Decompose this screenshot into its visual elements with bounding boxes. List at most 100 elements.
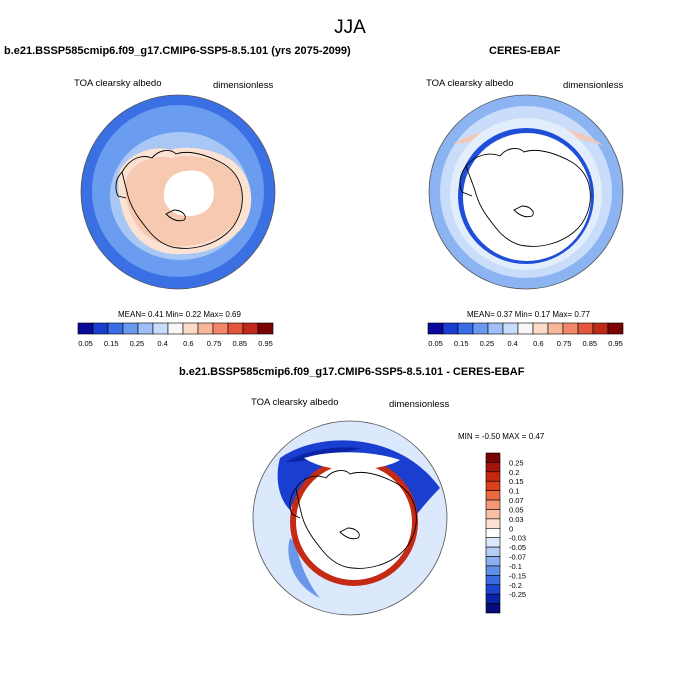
obs-map-border — [428, 94, 624, 290]
model-coastline — [121, 150, 243, 249]
model-colorbar-box — [257, 322, 274, 335]
model-panel-title: b.e21.BSSP585cmip6.f09_g17.CMIP6-SSP5-8.… — [4, 45, 351, 57]
obs-peninsula-coast — [459, 165, 473, 197]
model-colorbar-tick-label: 0.4 — [157, 339, 167, 348]
diff-colorbar-tick-label: -0.2 — [509, 581, 522, 590]
obs-colorbar-tick-label: 0.85 — [582, 339, 597, 348]
model-colorbar-tick-label: 0.15 — [104, 339, 119, 348]
obs-polar-night-missing — [463, 133, 591, 261]
model-colorbar-box — [152, 322, 169, 335]
diff-colorbar-box — [485, 509, 501, 520]
diff-coastline — [295, 470, 417, 569]
model-colorbar-tick-label: 0.85 — [232, 339, 247, 348]
model-stats-text: MEAN= 0.41 Min= 0.22 Max= 0.69 — [118, 310, 241, 319]
diff-colorbar-tick-label: -0.07 — [509, 553, 526, 562]
obs-colorbar: 0.05 0.15 0.25 0.4 0.6 0.75 0.85 0.95 — [427, 322, 624, 348]
model-colorbar: 0.05 0.15 0.25 0.4 0.6 0.75 0.85 0.95 — [77, 322, 274, 348]
obs-colorbar-box — [487, 322, 504, 335]
diff-colorbar-box — [485, 527, 501, 539]
model-colorbar-box — [137, 322, 154, 335]
model-colorbar-box — [92, 322, 109, 335]
diff-colorbar-tick-label: -0.15 — [509, 571, 526, 580]
obs-colorbar-tick-label: 0.75 — [557, 339, 572, 348]
diff-colorbar-tick-label: -0.03 — [509, 534, 526, 543]
model-colorbar-tick-label: 0.75 — [207, 339, 222, 348]
obs-colorbar-tick-label: 0.25 — [480, 339, 495, 348]
diff-colorbar-box — [485, 499, 501, 510]
diff-colorbar-box — [485, 556, 501, 567]
model-colorbar-tick-label: 0.05 — [78, 339, 93, 348]
diff-colorbar-tick-label: 0.15 — [509, 477, 524, 486]
obs-colorbar-box — [457, 322, 474, 335]
obs-colorbar-tick-label: 0.4 — [507, 339, 517, 348]
obs-colorbar-box — [442, 322, 459, 335]
model-peninsula-coast — [115, 171, 127, 199]
obs-colorbar-box — [577, 322, 594, 335]
model-map-border — [80, 94, 276, 290]
diff-panel-title: b.e21.BSSP585cmip6.f09_g17.CMIP6-SSP5-8.… — [179, 366, 525, 378]
obs-colorbar-box — [427, 322, 444, 335]
obs-colorbar-box — [532, 322, 549, 335]
model-colorbar-box — [122, 322, 139, 335]
diff-colorbar-box — [485, 584, 501, 595]
diff-units-label: dimensionless — [389, 399, 450, 410]
obs-colorbar-box — [547, 322, 564, 335]
obs-ross-ice-shelf-line — [513, 205, 534, 218]
obs-coastline — [465, 148, 591, 247]
diff-colorbar-tick-label: -0.1 — [509, 562, 522, 571]
diff-colorbar-box — [485, 462, 501, 473]
model-colorbar-box — [182, 322, 199, 335]
diff-colorbar-box — [485, 452, 501, 463]
diff-colorbar-tick-label: 0.1 — [509, 487, 519, 496]
obs-colorbar-box — [502, 322, 519, 335]
diff-colorbar-tick-label: 0.07 — [509, 496, 524, 505]
model-colorbar-box — [197, 322, 214, 335]
diff-colorbar-box — [485, 565, 501, 576]
obs-colorbar-box — [607, 322, 624, 335]
model-colorbar-box — [107, 322, 124, 335]
diff-colorbar-box — [485, 471, 501, 482]
model-colorbar-box — [212, 322, 229, 335]
diff-ross-ice-shelf-line — [339, 527, 360, 540]
diff-colorbar-tick-label: 0.05 — [509, 505, 524, 514]
obs-colorbar-tick-label: 0.6 — [533, 339, 543, 348]
diff-map-border — [252, 420, 448, 616]
diff-polar-map — [252, 420, 448, 616]
diff-colorbar-box — [485, 518, 501, 529]
diff-colorbar-box — [485, 480, 501, 491]
model-variable-label: TOA clearsky albedo — [74, 78, 162, 89]
diff-variable-label: TOA clearsky albedo — [251, 397, 339, 408]
diff-colorbar-tick-label: 0.03 — [509, 515, 524, 524]
diff-stats-text: MIN = -0.50 MAX = 0.47 — [458, 432, 545, 441]
obs-colorbar-tick-label: 0.15 — [454, 339, 469, 348]
obs-colorbar-box — [562, 322, 579, 335]
model-pole-missing — [163, 170, 214, 217]
diff-colorbar-tick-label: 0.2 — [509, 468, 519, 477]
diff-colorbar-box — [485, 546, 501, 557]
obs-colorbar-tick-label: 0.05 — [428, 339, 443, 348]
model-units-label: dimensionless — [213, 80, 274, 91]
obs-variable-label: TOA clearsky albedo — [426, 78, 514, 89]
diff-pole-missing — [296, 464, 412, 580]
diff-colorbar-box — [485, 537, 501, 548]
model-polar-map — [80, 94, 276, 290]
diff-colorbar-tick-label: -0.25 — [509, 590, 526, 599]
obs-colorbar-tick-label: 0.95 — [608, 339, 623, 348]
diff-colorbar-tick-label: 0.25 — [509, 458, 524, 467]
obs-colorbar-box — [517, 322, 534, 335]
obs-panel-title: CERES-EBAF — [489, 45, 561, 57]
diff-peninsula-coast — [289, 487, 301, 519]
obs-colorbar-box — [592, 322, 609, 335]
diff-colorbar: 0.250.20.150.10.070.050.030-0.03-0.05-0.… — [485, 452, 526, 614]
model-colorbar-tick-label: 0.25 — [130, 339, 145, 348]
model-colorbar-tick-label: 0.6 — [183, 339, 193, 348]
model-colorbar-box — [227, 322, 244, 335]
model-colorbar-box — [242, 322, 259, 335]
obs-units-label: dimensionless — [563, 80, 624, 91]
obs-colorbar-box — [472, 322, 489, 335]
diff-colorbar-box — [485, 593, 501, 604]
diff-colorbar-tick-label: 0 — [509, 524, 513, 533]
model-colorbar-box — [167, 322, 184, 335]
model-colorbar-box — [77, 322, 94, 335]
obs-stats-text: MEAN= 0.37 Min= 0.17 Max= 0.77 — [467, 310, 590, 319]
